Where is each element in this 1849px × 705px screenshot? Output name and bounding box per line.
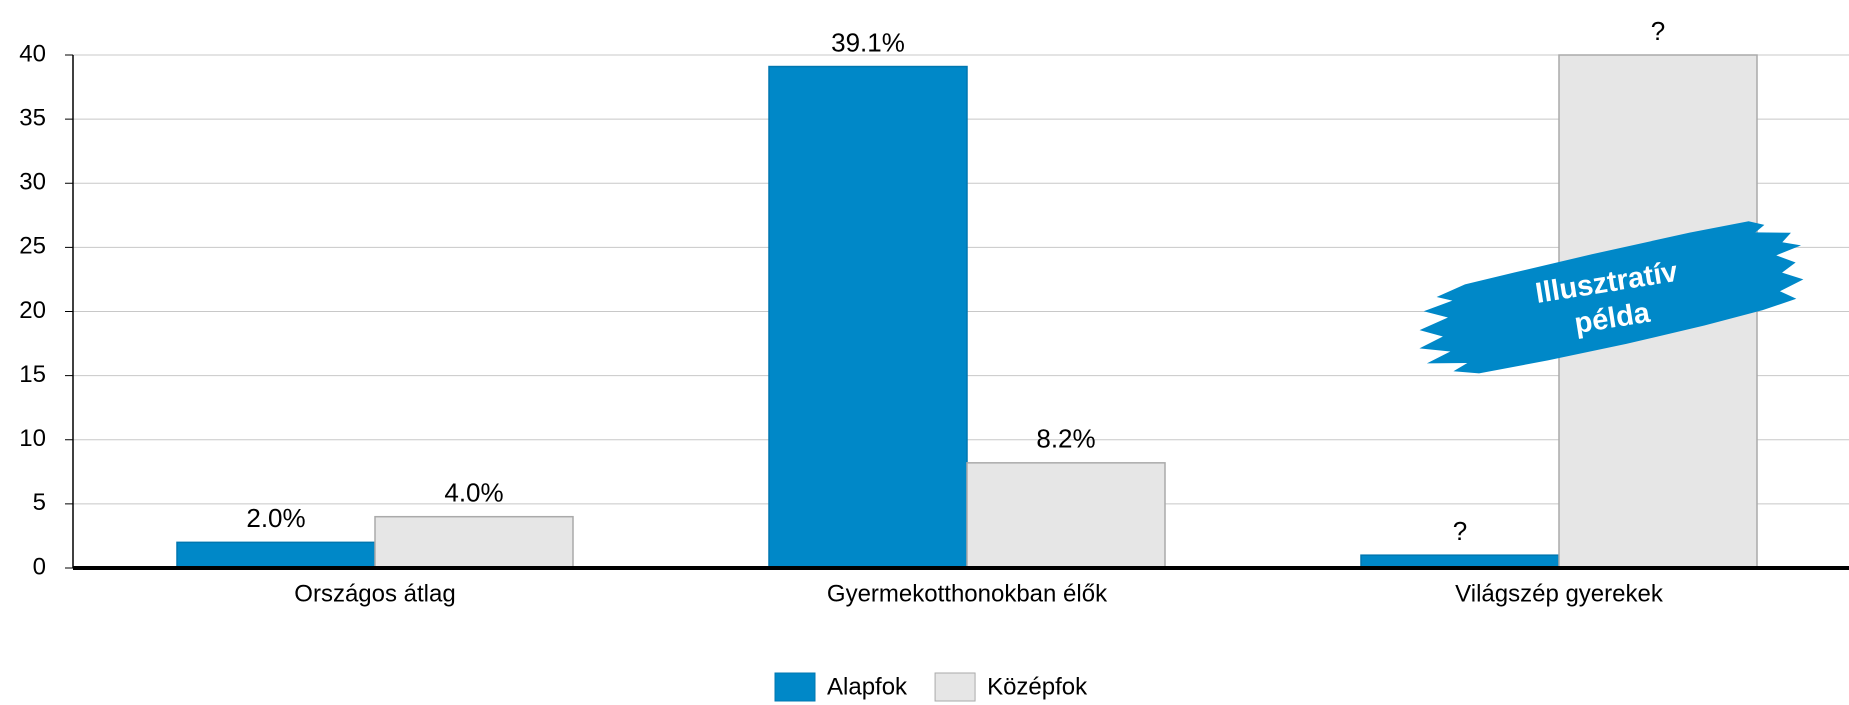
legend-label: Alapfok [827, 673, 908, 700]
bar [966, 462, 1166, 569]
y-tick-label: 10 [19, 425, 46, 452]
x-tick-label: Országos átlag [294, 580, 455, 607]
illustrative-banner: Illusztratív példa [1419, 221, 1804, 374]
value-label: 39.1% [831, 27, 905, 57]
x-tick-label: Világszép gyerekek [1455, 580, 1664, 607]
banner-shape [1419, 221, 1804, 374]
bar [768, 65, 968, 569]
legend-swatch [774, 672, 816, 702]
y-tick-label: 35 [19, 104, 46, 131]
value-label: 2.0% [246, 503, 305, 533]
value-label: 8.2% [1036, 424, 1095, 454]
y-tick-label: 20 [19, 297, 46, 324]
bar [374, 515, 574, 569]
y-tick-label: 0 [33, 553, 46, 580]
y-tick-label: 40 [19, 40, 46, 67]
value-label: 4.0% [444, 478, 503, 508]
y-tick-label: 5 [33, 489, 46, 516]
y-tick-label: 30 [19, 169, 46, 196]
value-label: ? [1651, 16, 1665, 46]
legend-label: Középfok [987, 673, 1088, 700]
y-tick-label: 15 [19, 361, 46, 388]
y-tick-label: 25 [19, 233, 46, 260]
value-label: ? [1453, 516, 1467, 546]
x-tick-label: Gyermekotthonokban élők [827, 580, 1108, 607]
legend-swatch [934, 672, 976, 702]
bar [176, 541, 376, 569]
